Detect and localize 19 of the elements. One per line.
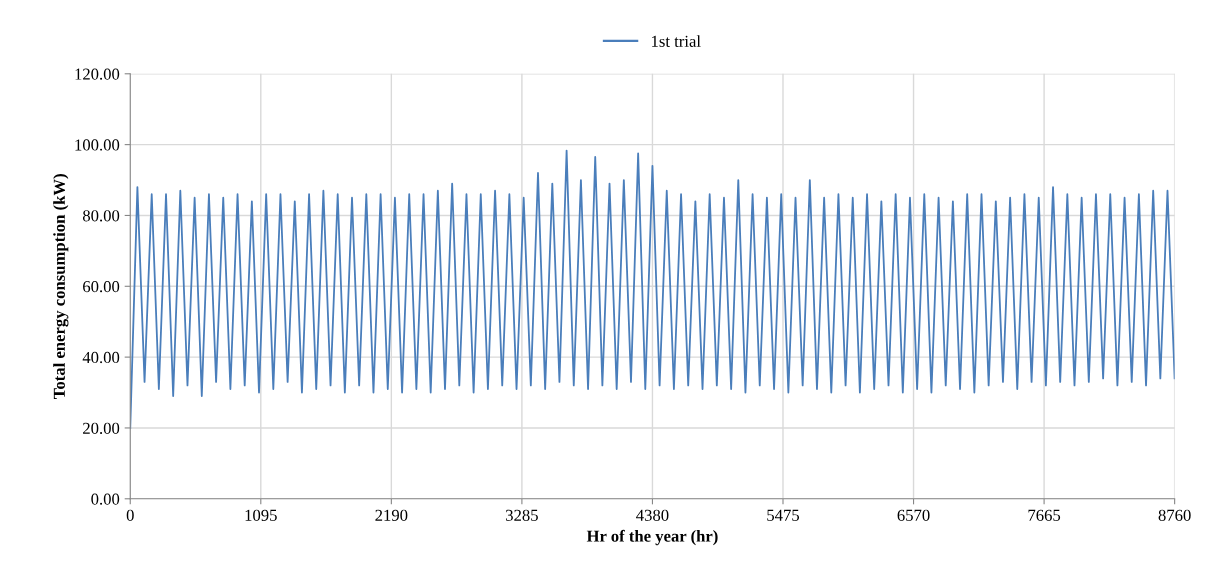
- y-tick-label: 60.00: [83, 280, 120, 293]
- x-tick-label: 4380: [636, 509, 669, 521]
- legend-label: 1st trial: [652, 35, 701, 47]
- y-tick-label: 20.00: [83, 422, 120, 434]
- x-tick-label: 3285: [506, 509, 538, 521]
- y-axis-title: Total energy consumption (kW): [53, 174, 69, 399]
- x-tick-label: 7665: [1028, 509, 1061, 521]
- y-tick-label: 40.00: [82, 351, 120, 364]
- x-axis-title: Hr of the year (hr): [586, 529, 718, 546]
- x-tick-label: 6570: [897, 509, 930, 521]
- x-tick-label: 0: [126, 509, 134, 521]
- y-tick-label: 100.00: [75, 139, 120, 151]
- y-tick-label: 120.00: [75, 68, 120, 80]
- y-tick-label: 0.00: [91, 493, 120, 505]
- x-tick-label: 5475: [767, 509, 800, 521]
- y-tick-label: 80.00: [82, 210, 120, 222]
- x-tick-label: 1095: [245, 509, 277, 521]
- x-tick-label: 2190: [375, 509, 408, 521]
- x-tick-label: 8760: [1158, 509, 1191, 521]
